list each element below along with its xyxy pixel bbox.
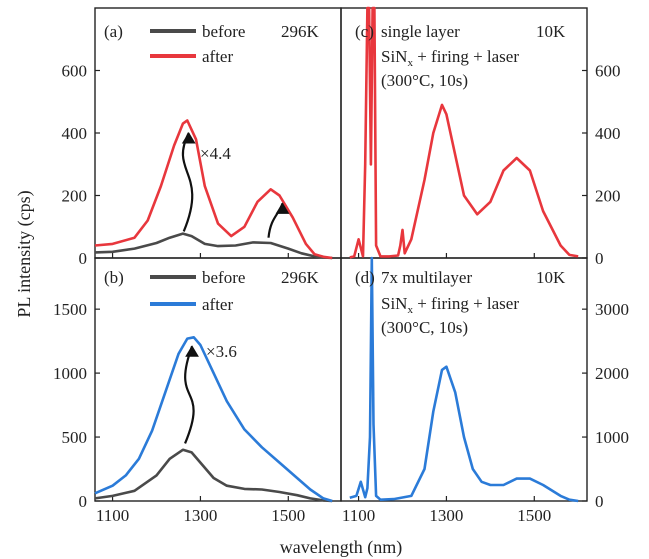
series-line-d-0 xyxy=(349,256,579,503)
panel-c-process-line2: (300°C, 10s) xyxy=(381,71,468,90)
legend-b-before-label: before xyxy=(202,268,245,287)
panel-d-process-main: SiN xyxy=(381,294,407,313)
y-tick-label-a-0: 0 xyxy=(79,249,88,268)
panel-c-process-line1: SiNx + firing + laser xyxy=(381,47,519,69)
y-tick-label-c-3: 600 xyxy=(595,62,621,81)
panel-c-frame xyxy=(340,7,588,259)
panel-c-process-rest: + firing + laser xyxy=(413,47,519,66)
y-tick-label-b-0: 0 xyxy=(79,492,88,511)
arrows-layer xyxy=(181,132,290,444)
x-axis-title: wavelength (nm) xyxy=(280,537,402,558)
y-tick-label-d-2: 2000 xyxy=(595,364,629,383)
y-tick-label-b-1: 500 xyxy=(62,428,88,447)
panel-d-process-line2: (300°C, 10s) xyxy=(381,318,468,337)
x-tick-label-b-2: 1500 xyxy=(271,506,305,525)
series-line-c-0 xyxy=(349,6,579,259)
series-line-b-1 xyxy=(94,335,333,503)
panel-a-factor: ×4.4 xyxy=(200,144,231,163)
panel-d-process-sub: x xyxy=(407,304,413,316)
panel-d-process-rest: + firing + laser xyxy=(413,294,519,313)
panel-b-label: (b) xyxy=(104,268,124,287)
y-tick-label-b-3: 1500 xyxy=(53,300,87,319)
series-line-a-1 xyxy=(94,119,333,260)
y-tick-label-c-1: 200 xyxy=(595,187,621,206)
y-tick-label-a-1: 200 xyxy=(62,187,88,206)
y-tick-label-b-2: 1000 xyxy=(53,364,87,383)
y-tick-label-a-2: 400 xyxy=(62,124,88,143)
panel-c-process-sub: x xyxy=(407,57,413,69)
y-tick-label-c-2: 400 xyxy=(595,124,621,143)
x-tick-label-b-0: 1100 xyxy=(96,506,129,525)
arrow-b-main-head xyxy=(185,345,199,357)
x-tick-label-b-1: 1300 xyxy=(183,506,217,525)
panel-d-temperature: 10K xyxy=(536,268,566,287)
panel-d-sample: 7x multilayer xyxy=(381,268,472,287)
y-tick-label-d-1: 1000 xyxy=(595,428,629,447)
x-tick-label-d-2: 1500 xyxy=(517,506,551,525)
panel-d-frame xyxy=(340,257,588,502)
panel-c-temperature: 10K xyxy=(536,22,566,41)
arrow-a-main xyxy=(181,132,194,232)
panel-c-label: (c) xyxy=(355,22,374,41)
y-tick-label-d-0: 0 xyxy=(595,492,604,511)
legend-b-after-label: after xyxy=(202,295,233,314)
arrow-a-main-head xyxy=(181,132,196,144)
legend-a-before-label: before xyxy=(202,22,245,41)
panel-c-sample: single layer xyxy=(381,22,460,41)
legend-a-after-label: after xyxy=(202,47,233,66)
panel-c-process-main: SiN xyxy=(381,47,407,66)
y-tick-label-c-0: 0 xyxy=(595,249,604,268)
panel-b-factor: ×3.6 xyxy=(206,342,237,361)
panel-a-label: (a) xyxy=(104,22,123,41)
y-axis-title: PL intensity (cps) xyxy=(14,190,35,317)
panel-a-temperature: 296K xyxy=(281,22,320,41)
ticks-layer: 0 200 400 600 0 500 1000 1500 1100 1300 1500 0 200 40… xyxy=(53,62,629,526)
panel-b-temperature: 296K xyxy=(281,268,320,287)
arrow-a-small-head xyxy=(275,202,290,214)
x-tick-label-d-1: 1300 xyxy=(429,506,463,525)
panel-d-label: (d) xyxy=(355,268,375,287)
series-line-b-0 xyxy=(94,448,333,503)
series-layer xyxy=(94,6,579,503)
panel-d-process-line1: SiNx + firing + laser xyxy=(381,294,519,316)
x-tick-label-d-0: 1100 xyxy=(342,506,375,525)
y-tick-label-d-3: 3000 xyxy=(595,300,629,319)
series-line-a-0 xyxy=(94,232,333,260)
y-tick-label-a-3: 600 xyxy=(62,62,88,81)
arrow-b-main xyxy=(184,345,195,444)
